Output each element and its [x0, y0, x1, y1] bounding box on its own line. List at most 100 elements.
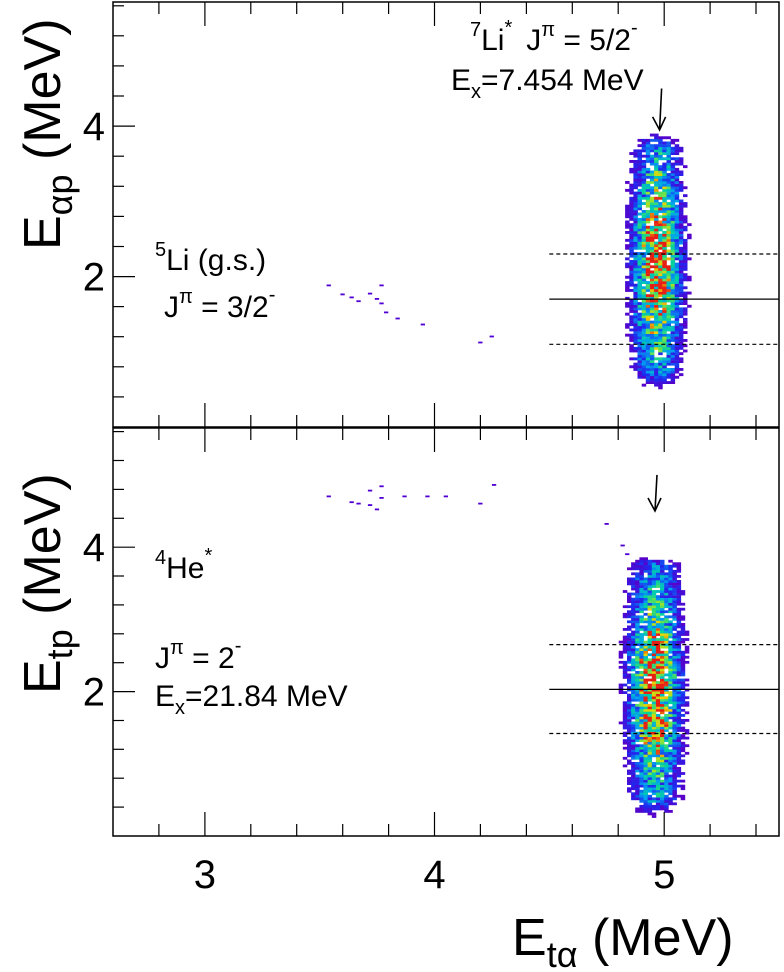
top-heatmap-cell	[678, 202, 684, 205]
bottom-heatmap-cell	[655, 595, 661, 598]
bottom-heatmap-cell	[631, 620, 636, 624]
top-heatmap-cell	[670, 339, 676, 342]
bottom-heatmap-cell	[672, 625, 677, 629]
bottom-heatmap-cell	[631, 698, 636, 702]
top-heatmap-cell	[641, 360, 647, 363]
top-heatmap-cell	[670, 228, 676, 232]
top-heatmap-cell	[649, 191, 655, 195]
top-heatmap-cell	[683, 220, 688, 224]
top-heatmap-cell	[629, 244, 634, 248]
bottom-heatmap-cell	[647, 812, 653, 816]
bottom-heatmap-cell	[664, 645, 669, 649]
bottom-heatmap-cell	[664, 640, 669, 644]
bottom-heatmap-cell	[647, 764, 653, 768]
bottom-scatter-cell	[620, 544, 625, 547]
top-heatmap-cell	[662, 357, 667, 361]
bottom-heatmap-cell	[639, 605, 644, 609]
top-heatmap-cell	[637, 320, 642, 324]
top-heatmap-cell	[662, 249, 667, 253]
top-heatmap-cell	[629, 241, 634, 245]
bottom-heatmap-cell	[672, 607, 677, 611]
top-heatmap-cell	[674, 360, 680, 363]
bottom-arrow-shaft	[654, 474, 658, 512]
top-heatmap-cell	[674, 370, 680, 374]
bottom-heatmap-cell	[676, 640, 682, 644]
top-heatmap-cell	[674, 270, 680, 274]
bottom-heatmap-cell	[664, 716, 669, 720]
top-heatmap-cell	[666, 207, 671, 211]
bottom-heatmap-cell	[622, 703, 628, 707]
top-heatmap-cell	[641, 302, 647, 305]
top-heatmap-cell	[670, 170, 676, 174]
top-heatmap-cell	[683, 310, 688, 313]
bottom-heatmap-cell	[631, 645, 636, 649]
top-heatmap-cell	[674, 175, 680, 179]
bottom-heatmap-cell	[680, 779, 686, 783]
bottom-heatmap-cell	[664, 597, 669, 601]
top-heatmap-cell	[670, 368, 676, 371]
top-heatmap-cell	[678, 170, 684, 174]
bottom-heatmap-cell	[643, 779, 648, 783]
top-heatmap-cell	[674, 212, 680, 216]
top-heatmap-cell	[637, 281, 642, 284]
bottom-heatmap-cell	[664, 567, 669, 571]
top-heatmap-cell	[645, 173, 651, 176]
top-heatmap-cell	[645, 333, 651, 337]
top-heatmap-cell	[645, 202, 651, 205]
top-heatmap-cell	[678, 228, 684, 232]
bottom-heatmap-cell	[651, 610, 657, 614]
top-heatmap-cell	[666, 238, 671, 242]
top-heatmap-cell	[637, 304, 642, 308]
top-heatmap-cell	[654, 149, 659, 153]
bottom-heatmap-cell	[627, 688, 632, 692]
top-heatmap-cell	[633, 333, 638, 337]
he4-label: 4He*	[155, 545, 212, 585]
bottom-heatmap-cell	[680, 744, 686, 748]
bottom-heatmap-cell	[680, 736, 686, 740]
bottom-heatmap-cell	[660, 577, 665, 581]
bottom-heatmap-cell	[643, 734, 648, 737]
top-heatmap-cell	[645, 296, 651, 300]
top-heatmap-cell	[641, 191, 647, 195]
top-heatmap-cell	[674, 302, 680, 305]
bottom-heatmap-cell	[651, 739, 657, 742]
top-heatmap-cell	[658, 146, 663, 150]
bottom-heatmap-cell	[639, 658, 644, 662]
bottom-heatmap-cell	[651, 615, 657, 619]
bottom-heatmap-cell	[664, 582, 669, 586]
bottom-heatmap-cell	[680, 772, 686, 775]
bottom-heatmap-cell	[647, 577, 653, 581]
bottom-heatmap-cell	[647, 617, 653, 621]
bottom-heatmap-cell	[660, 585, 665, 588]
top-heatmap-cell	[670, 178, 676, 182]
top-heatmap-cell	[666, 299, 671, 303]
top-heatmap-cell	[641, 336, 647, 340]
bottom-heatmap-cell	[668, 572, 673, 576]
bottom-heatmap-cell	[643, 751, 648, 755]
bottom-heatmap-cell	[639, 617, 644, 621]
top-heatmap-cell	[670, 267, 676, 271]
top-heatmap-cell	[666, 323, 671, 327]
bottom-heatmap-cell	[643, 660, 648, 664]
top-heatmap-cell	[662, 146, 667, 150]
top-heatmap-cell	[678, 257, 684, 261]
top-heatmap-cell	[649, 160, 655, 163]
bottom-heatmap-cell	[635, 749, 640, 753]
top-heatmap-cell	[645, 210, 651, 213]
bottom-heatmap-cell	[635, 751, 640, 755]
top-heatmap-cell	[637, 160, 642, 163]
bottom-heatmap-cell	[635, 769, 640, 773]
top-heatmap-cell	[666, 228, 671, 232]
top-heatmap-cell	[658, 362, 663, 366]
top-heatmap-cell	[649, 312, 655, 316]
top-heatmap-cell	[633, 275, 638, 279]
bottom-heatmap-cell	[647, 703, 653, 707]
bottom-heatmap-cell	[668, 708, 673, 712]
top-heatmap-cell	[674, 346, 680, 350]
bottom-heatmap-cell	[647, 572, 653, 576]
top-heatmap-cell	[641, 225, 647, 229]
top-heatmap-cell	[666, 231, 671, 234]
top-heatmap-cell	[678, 181, 684, 184]
bottom-heatmap-cell	[643, 691, 648, 694]
bottom-heatmap-cell	[651, 693, 657, 697]
